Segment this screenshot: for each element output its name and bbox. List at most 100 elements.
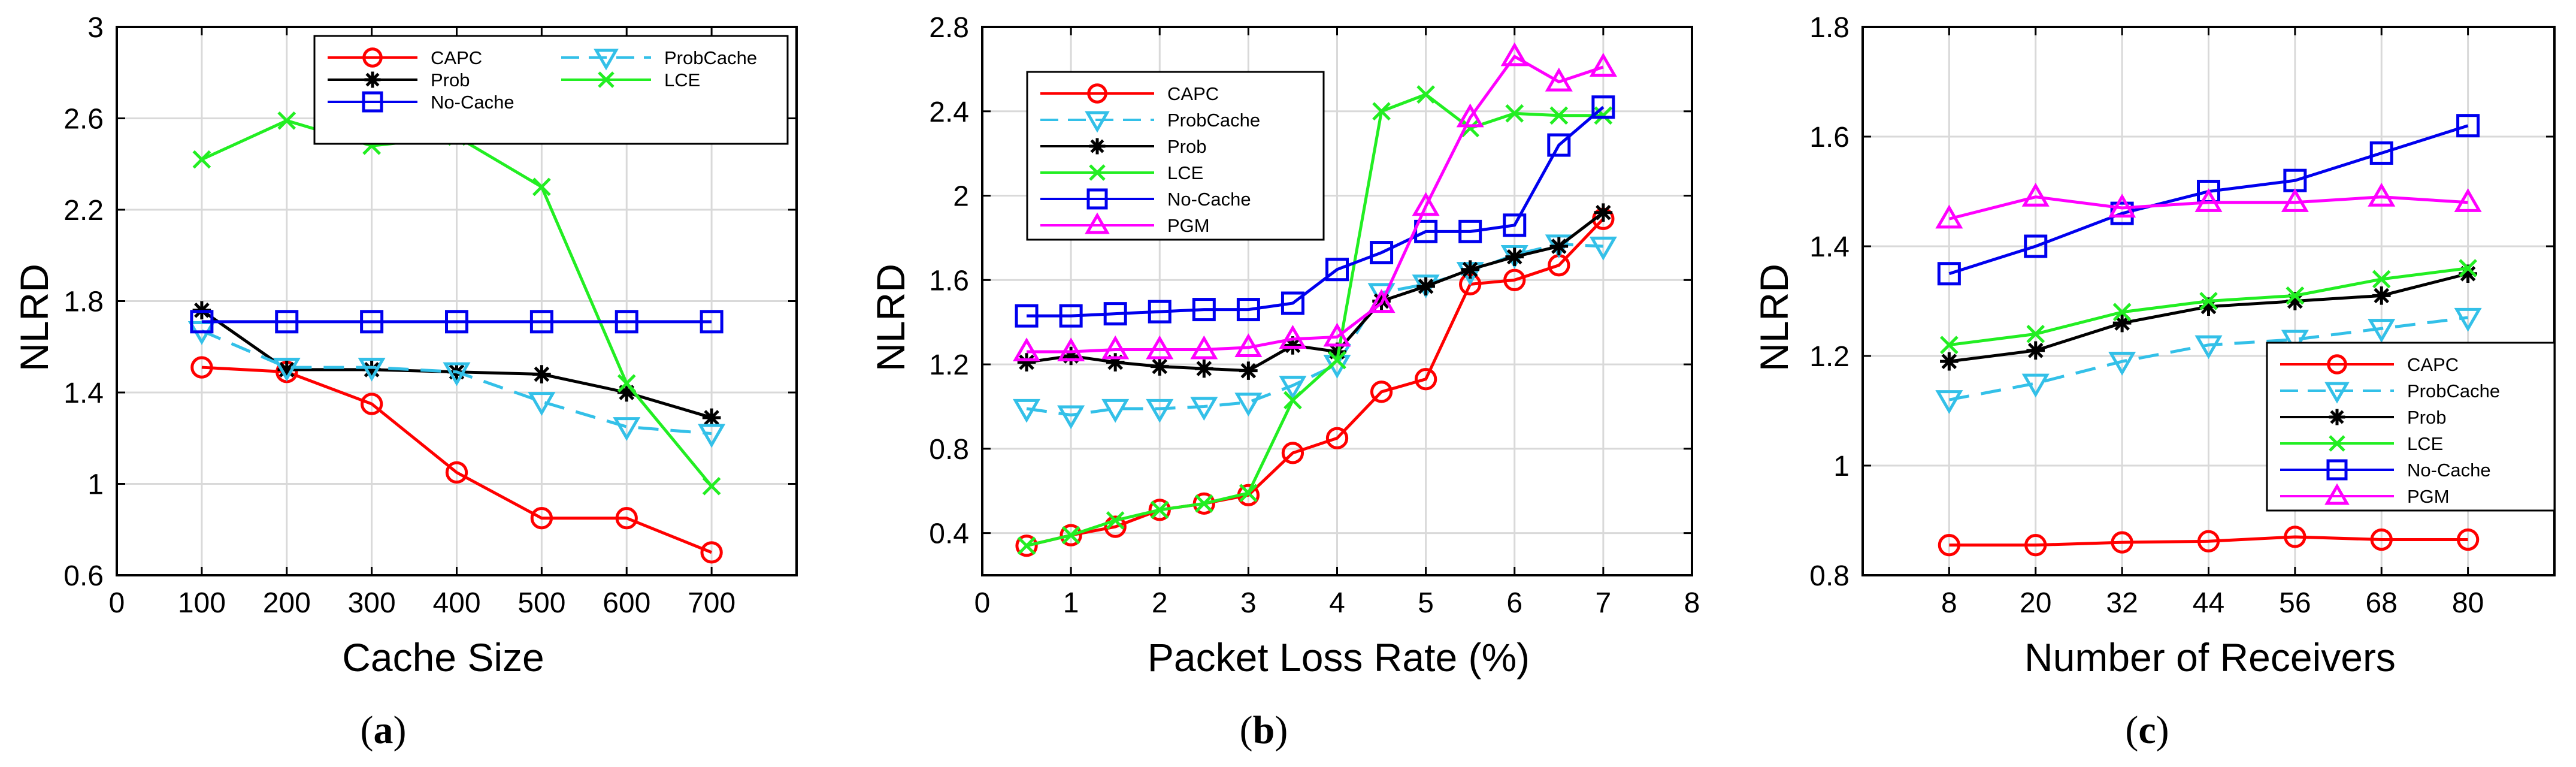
data-point-probcache (443, 362, 471, 386)
data-point-pgm (1323, 322, 1351, 347)
data-point-probcache (613, 417, 641, 441)
legend-item-pgm: PGM (2280, 483, 2450, 507)
plot-frame (1861, 26, 2556, 576)
series-pgm (1935, 182, 2482, 229)
data-point-prob (1505, 247, 1524, 266)
panel-letter-c: c (2138, 708, 2156, 752)
x-tick-labels: 0 100 200 300 400 500 600 700 (109, 587, 736, 619)
x-axis-label: Cache Size (342, 635, 544, 680)
data-point-prob (617, 383, 636, 402)
y-axis-label: NLRD (868, 264, 913, 372)
y-tick-label: 1 (1833, 451, 1849, 482)
legend-label-capc: CAPC (2407, 354, 2459, 375)
data-point-prob (2026, 341, 2045, 360)
legend-item-probcache: ProbCache (1040, 110, 1260, 133)
legend-box (2266, 342, 2556, 512)
data-point-no-cache (275, 310, 299, 334)
data-point-probcache (528, 392, 556, 416)
legend-label-lce: LCE (2407, 433, 2443, 454)
legend-marker-prob (2329, 409, 2345, 425)
data-point-capc (2111, 531, 2133, 554)
data-point-capc (615, 507, 638, 530)
data-point-pgm (1412, 192, 1440, 216)
panel-label-c: (c) (2125, 708, 2169, 752)
x-tick-label: 0 (974, 587, 991, 619)
legend-marker-probcache (594, 49, 619, 71)
x-tick-labels: 8 20 32 44 56 68 80 (1941, 587, 2484, 619)
data-point-pgm (1589, 53, 1617, 77)
legend-marker-no-cache (362, 91, 383, 113)
legend-marker-pgm (1085, 212, 1110, 234)
legend-item-pgm: PGM (1040, 212, 1210, 236)
y-tick-label: 1.6 (929, 265, 969, 297)
x-tick-label: 4 (1329, 587, 1345, 619)
data-point-probcache (1101, 398, 1130, 423)
y-tick-label: 0.6 (63, 560, 104, 592)
legend: CAPC ProbCache Prob LCE No-Cache PGM (2266, 342, 2556, 512)
x-tick-label: 6 (1506, 587, 1522, 619)
data-point-pgm (1935, 204, 1963, 229)
data-point-pgm (2368, 182, 2396, 207)
series-capc (1938, 526, 2480, 557)
data-point-probcache (1935, 390, 1963, 414)
legend-marker-no-cache (2326, 459, 2348, 481)
data-point-lce (1150, 500, 1169, 520)
x-tick-label: 300 (348, 587, 396, 619)
data-point-prob (1150, 357, 1169, 376)
series-line-no-cache (1027, 105, 1605, 318)
x-tick-label: 20 (2020, 587, 2051, 619)
x-tick-label: 1 (1063, 587, 1079, 619)
data-point-capc (190, 356, 213, 379)
legend-marker-capc (1087, 83, 1107, 104)
data-point-capc (2370, 528, 2393, 551)
y-tick-label: 0.8 (929, 434, 969, 466)
chart-panel-b: 0 1 2 3 4 5 6 7 8 0.4 0.8 1.2 1.6 2 2.4 2.8 CAPC ProbCa… (868, 12, 1700, 752)
series-lce (1017, 85, 1613, 555)
legend-item-lce: LCE (2280, 433, 2443, 454)
data-point-lce (2026, 325, 2045, 343)
data-point-capc (2456, 528, 2480, 551)
legend-label-probcache: ProbCache (664, 47, 757, 68)
data-point-capc (360, 392, 383, 415)
data-point-prob (702, 408, 721, 427)
data-point-probcache (2368, 319, 2396, 343)
data-point-lce (702, 476, 721, 496)
x-tick-label: 400 (432, 587, 480, 619)
legend-item-capc: CAPC (328, 47, 482, 68)
data-point-capc (445, 461, 468, 484)
data-point-prob (1461, 260, 1479, 279)
legend-label-prob: Prob (431, 70, 470, 90)
data-point-probcache (1234, 392, 1263, 417)
y-tick-label: 0.8 (1809, 560, 1849, 592)
plot-frame (981, 26, 1693, 576)
data-point-probcache (1146, 398, 1174, 423)
data-point-no-cache (2024, 234, 2048, 258)
legend-label-prob: Prob (2407, 407, 2446, 428)
data-point-capc (1060, 524, 1082, 546)
data-point-pgm (1146, 335, 1174, 360)
legend-label-no-cache: No-Cache (1167, 189, 1251, 210)
y-axis-label: NLRD (1752, 264, 1796, 372)
x-tick-label: 44 (2193, 587, 2224, 619)
y-tick-label: 2.6 (63, 104, 104, 135)
legend-item-probcache: ProbCache (2280, 381, 2500, 404)
data-point-prob (532, 365, 551, 384)
data-point-probcache (698, 424, 726, 448)
x-tick-labels: 0 1 2 3 4 5 6 7 8 (974, 587, 1700, 619)
legend-marker-lce (598, 71, 615, 88)
series-lce (1940, 259, 2477, 355)
data-point-lce (1416, 85, 1435, 104)
data-point-probcache (2194, 335, 2223, 360)
legend-item-no-cache: No-Cache (2280, 459, 2491, 481)
legend-item-prob: Prob (2280, 407, 2446, 428)
legend-marker-lce (2329, 435, 2345, 452)
series-line-pgm (1948, 195, 2468, 221)
y-tick-label: 2.4 (929, 96, 969, 128)
data-point-probcache (1013, 398, 1041, 423)
data-point-probcache (2021, 373, 2050, 398)
data-point-no-cache (1591, 95, 1615, 119)
data-point-pgm (2454, 188, 2482, 212)
data-point-prob (277, 360, 296, 379)
y-tick-label: 2 (953, 181, 969, 213)
legend-label-capc: CAPC (1167, 83, 1219, 104)
